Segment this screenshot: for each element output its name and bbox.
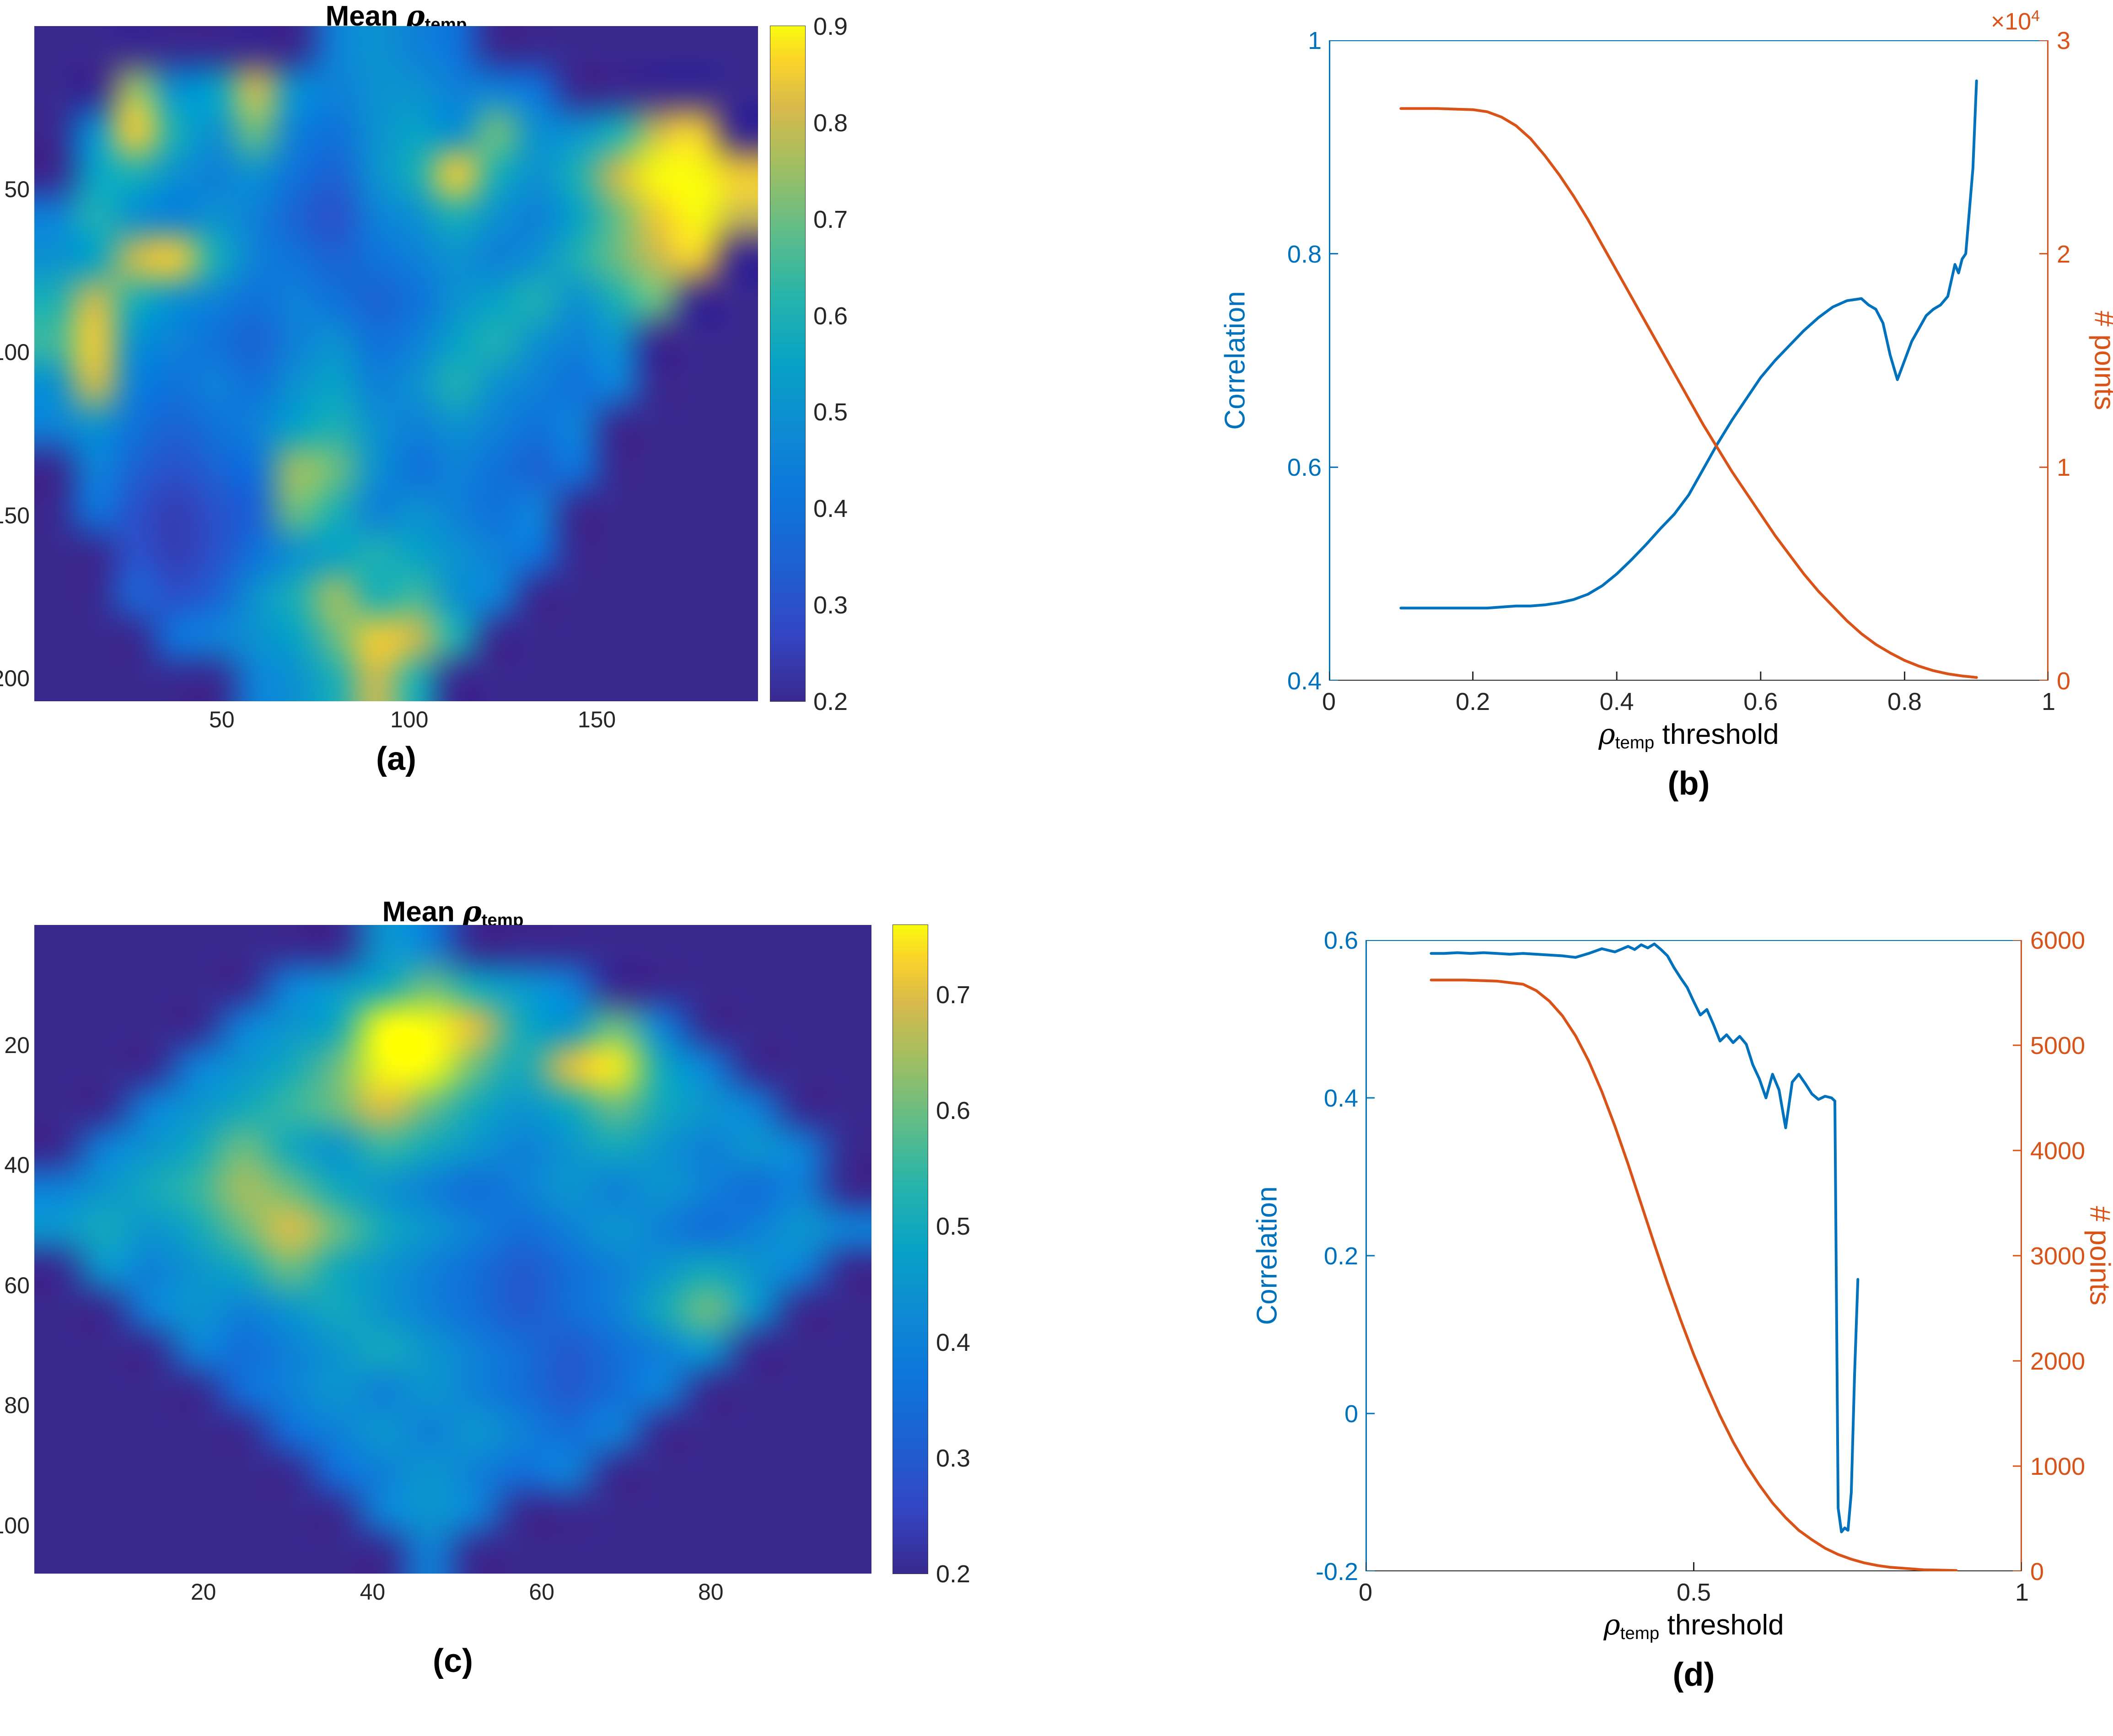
exponent-base: ×10 [1991, 8, 2032, 35]
tick-label: 0.6 [936, 1097, 971, 1125]
series-correlation [1399, 79, 1978, 610]
tick-label: 0.4 [1323, 1085, 1358, 1112]
rho-symbol: ρ [1603, 1608, 1620, 1641]
tick-label: 20 [4, 1032, 30, 1058]
tick-label: 0.8 [813, 109, 848, 137]
tick-label: 0.2 [1323, 1242, 1358, 1270]
tick-label: 0.5 [936, 1213, 971, 1241]
tick-label: 5000 [2030, 1032, 2086, 1059]
tick-label: 3000 [2030, 1242, 2086, 1270]
panel-d-label: (d) [1672, 1656, 1715, 1693]
tick-label: 200 [0, 666, 30, 692]
title-text: Mean [382, 896, 455, 928]
tick-label: 6000 [2030, 927, 2086, 954]
tick-label: 1 [2057, 454, 2071, 482]
tick-label: 0.7 [813, 205, 848, 233]
tick-label: 1000 [2030, 1453, 2086, 1480]
panel-b-right-axis-label: # points [2088, 311, 2113, 410]
tick-label: 0 [1322, 688, 1336, 715]
xlabel-text: threshold [1667, 1609, 1784, 1641]
tick-label: 0.2 [813, 688, 848, 715]
tick-label: 0.3 [936, 1444, 971, 1472]
tick-label: 2000 [2030, 1348, 2086, 1375]
tick-label: 0.9 [813, 13, 848, 40]
tick-label: 0 [1358, 1579, 1373, 1606]
tick-label: 0 [1344, 1400, 1358, 1428]
colorbar-c [893, 924, 928, 1574]
series-num_points [1399, 107, 1978, 679]
tick-label: 100 [0, 1512, 30, 1538]
tick-label: 0 [2057, 667, 2071, 695]
panel-c-label: (c) [433, 1643, 473, 1679]
tick-label: 80 [698, 1579, 724, 1605]
rho-symbol: ρ [1598, 717, 1615, 751]
tick-label: 0.4 [1599, 688, 1634, 715]
xlabel-text: threshold [1662, 719, 1779, 750]
tick-label: 1 [1307, 27, 1322, 54]
tick-label: 0 [2030, 1558, 2044, 1586]
line-chart-d [1366, 940, 2022, 1571]
tick-label: 0.6 [1287, 454, 1322, 482]
tick-label: 0.4 [1287, 667, 1322, 695]
panel-d-left-axis-label: Correlation [1251, 1186, 1283, 1325]
tick-label: 4000 [2030, 1137, 2086, 1165]
tick-label: 0.2 [1456, 688, 1490, 715]
panel-a-label: (a) [376, 741, 416, 777]
tick-label: 50 [4, 176, 30, 202]
panel-b-x-axis-label: ρtemp threshold [1329, 717, 2048, 752]
tick-label: 0.4 [813, 495, 848, 523]
heatmap-a [34, 26, 758, 701]
tick-label: 40 [4, 1152, 30, 1178]
rho-symbol: ρ [462, 895, 482, 928]
tick-label: 60 [4, 1272, 30, 1298]
series-correlation [1430, 942, 1860, 1533]
panel-c-title: Mean ρtemp [34, 895, 871, 930]
colorbar-a [770, 26, 806, 702]
tick-label: 0.6 [1743, 688, 1778, 715]
tick-label: 0.2 [936, 1560, 971, 1588]
tick-label: 60 [529, 1579, 554, 1605]
tick-label: -0.2 [1315, 1558, 1358, 1586]
series-num_points [1430, 978, 1958, 1571]
tick-label: 2 [2057, 240, 2071, 268]
tick-label: 0.8 [1287, 240, 1322, 268]
tick-label: 0.8 [1887, 688, 1922, 715]
tick-label: 1 [2041, 688, 2056, 715]
tick-label: 3 [2057, 27, 2071, 54]
panel-b-label: (b) [1667, 765, 1710, 802]
line-chart-b [1329, 40, 2048, 681]
tick-label: 0.6 [813, 302, 848, 330]
exponent-power: 4 [2031, 7, 2040, 25]
tick-label: 20 [190, 1579, 216, 1605]
tick-label: 150 [577, 707, 616, 732]
tick-label: 40 [360, 1579, 386, 1605]
tick-label: 1 [2015, 1579, 2029, 1606]
xlabel-subscript: temp [1615, 732, 1655, 752]
tick-label: 0.5 [1676, 1579, 1711, 1606]
tick-label: 150 [0, 502, 30, 528]
tick-label: 80 [4, 1392, 30, 1419]
heatmap-c [34, 925, 871, 1574]
tick-label: 0.3 [813, 591, 848, 619]
panel-d-x-axis-label: ρtemp threshold [1366, 1608, 2022, 1643]
tick-label: 100 [0, 339, 30, 365]
tick-label: 50 [209, 707, 235, 732]
tick-label: 0.6 [1323, 927, 1358, 954]
xlabel-subscript: temp [1620, 1623, 1660, 1643]
tick-label: 0.5 [813, 398, 848, 426]
tick-label: 0.7 [936, 981, 971, 1009]
tick-label: 100 [390, 707, 429, 732]
panel-b-exponent-label: ×104 [1991, 7, 2040, 35]
tick-label: 0.4 [936, 1328, 971, 1356]
panel-b-left-axis-label: Correlation [1219, 291, 1251, 430]
